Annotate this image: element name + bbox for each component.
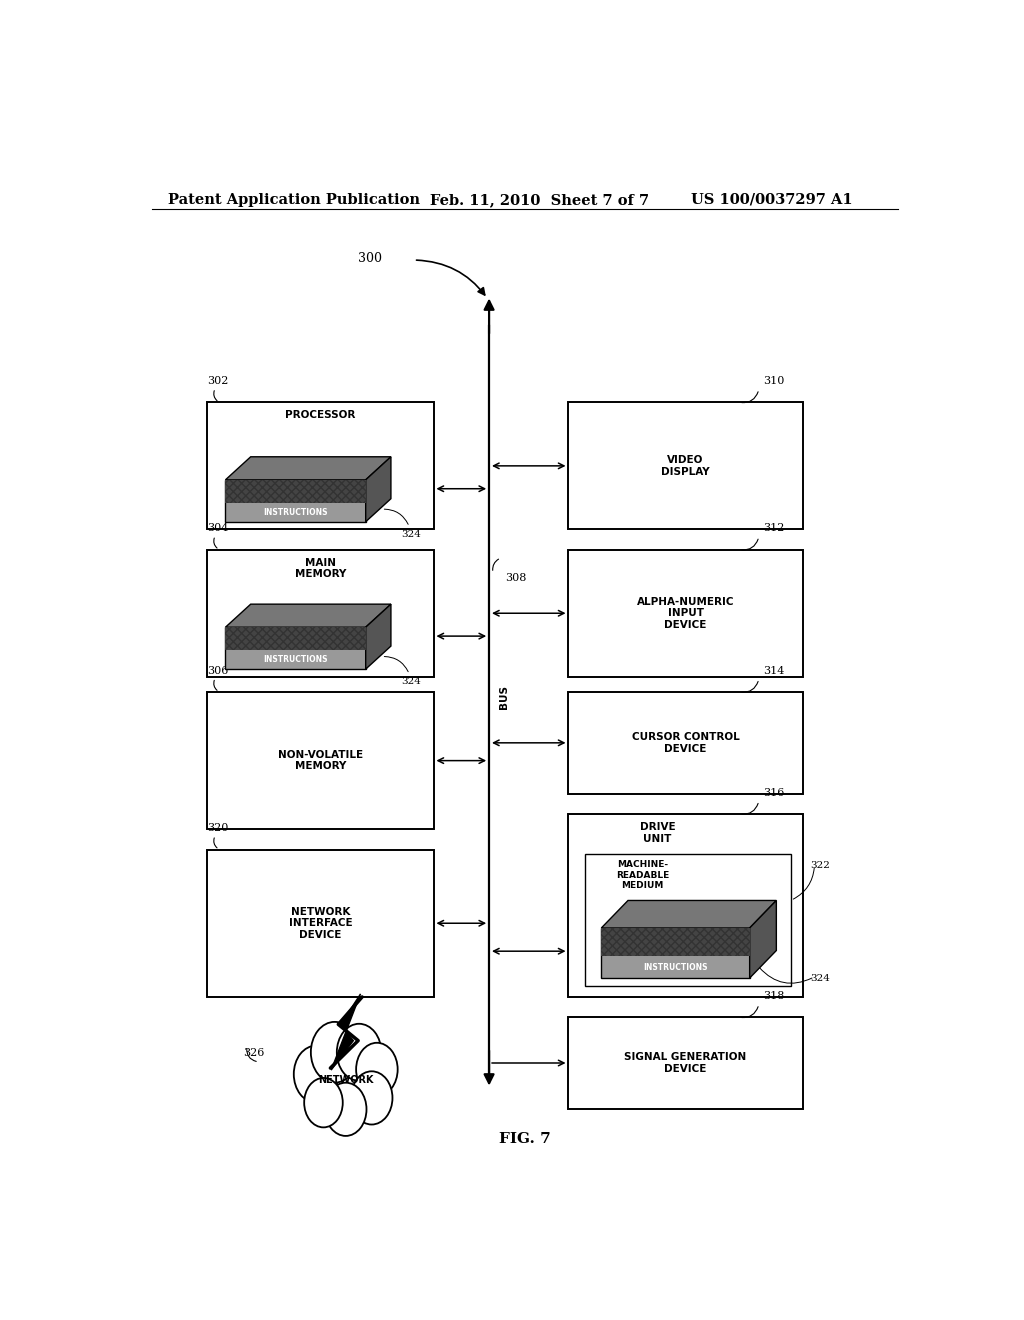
Bar — [225, 627, 366, 651]
Bar — [225, 480, 366, 521]
Text: Patent Application Publication: Patent Application Publication — [168, 193, 420, 207]
Polygon shape — [225, 605, 391, 627]
Circle shape — [311, 1022, 358, 1082]
Circle shape — [351, 1072, 392, 1125]
Text: 302: 302 — [207, 376, 228, 385]
Text: VIDEO
DISPLAY: VIDEO DISPLAY — [662, 455, 710, 477]
Text: PROCESSOR: PROCESSOR — [286, 411, 355, 421]
Text: ALPHA-NUMERIC
INPUT
DEVICE: ALPHA-NUMERIC INPUT DEVICE — [637, 597, 734, 630]
Text: 318: 318 — [763, 991, 784, 1001]
Polygon shape — [225, 457, 391, 480]
Circle shape — [356, 1043, 397, 1096]
Text: 304: 304 — [207, 524, 228, 533]
Circle shape — [325, 1082, 367, 1137]
Text: MAIN
MEMORY: MAIN MEMORY — [295, 558, 346, 579]
Text: NETWORK
INTERFACE
DEVICE: NETWORK INTERFACE DEVICE — [289, 907, 352, 940]
Bar — [568, 692, 803, 793]
Text: 314: 314 — [763, 665, 784, 676]
Bar — [568, 1018, 803, 1109]
Text: 308: 308 — [505, 573, 526, 583]
Bar — [207, 692, 433, 829]
Text: INSTRUCTIONS: INSTRUCTIONS — [263, 508, 328, 517]
Circle shape — [337, 1024, 381, 1081]
Text: 300: 300 — [358, 252, 382, 265]
Text: NETWORK: NETWORK — [318, 1076, 374, 1085]
Text: SIGNAL GENERATION
DEVICE: SIGNAL GENERATION DEVICE — [625, 1052, 746, 1073]
Text: 310: 310 — [763, 376, 784, 385]
Text: INSTRUCTIONS: INSTRUCTIONS — [643, 962, 708, 972]
Text: US 100/0037297 A1: US 100/0037297 A1 — [691, 193, 853, 207]
Bar — [568, 403, 803, 529]
Text: 324: 324 — [811, 974, 830, 983]
Text: INSTRUCTIONS: INSTRUCTIONS — [263, 656, 328, 664]
Polygon shape — [601, 900, 776, 928]
Polygon shape — [331, 994, 360, 1071]
Bar — [225, 627, 366, 669]
Circle shape — [304, 1078, 343, 1127]
Text: NON-VOLATILE
MEMORY: NON-VOLATILE MEMORY — [278, 750, 364, 771]
Text: CURSOR CONTROL
DEVICE: CURSOR CONTROL DEVICE — [632, 733, 739, 754]
Text: 316: 316 — [763, 788, 784, 797]
Text: 324: 324 — [401, 529, 421, 539]
Bar — [601, 928, 750, 978]
Polygon shape — [750, 900, 776, 978]
Bar — [585, 854, 791, 986]
Bar — [601, 928, 750, 956]
Text: Feb. 11, 2010  Sheet 7 of 7: Feb. 11, 2010 Sheet 7 of 7 — [430, 193, 648, 207]
Text: BUS: BUS — [499, 685, 509, 709]
Bar — [568, 814, 803, 997]
Polygon shape — [366, 605, 391, 669]
Polygon shape — [366, 457, 391, 521]
Circle shape — [294, 1045, 338, 1102]
Bar — [207, 403, 433, 529]
Text: 324: 324 — [401, 677, 421, 686]
Text: FIG. 7: FIG. 7 — [499, 1133, 551, 1146]
Bar — [207, 850, 433, 997]
Text: DRIVE
UNIT: DRIVE UNIT — [640, 822, 675, 843]
Bar — [207, 549, 433, 677]
Text: MACHINE-
READABLE
MEDIUM: MACHINE- READABLE MEDIUM — [615, 861, 669, 890]
Bar — [568, 549, 803, 677]
Text: 306: 306 — [207, 665, 228, 676]
Text: 322: 322 — [811, 861, 830, 870]
Text: 326: 326 — [243, 1048, 264, 1057]
Text: 320: 320 — [207, 824, 228, 833]
Bar — [225, 480, 366, 503]
Text: 312: 312 — [763, 524, 784, 533]
